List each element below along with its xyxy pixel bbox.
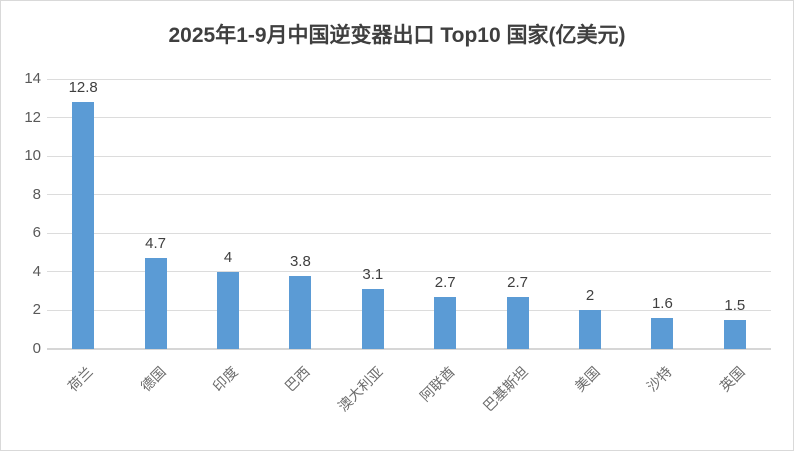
bar — [361, 289, 384, 349]
x-category-label: 沙特 — [644, 363, 676, 395]
chart-title: 2025年1-9月中国逆变器出口 Top10 国家(亿美元) — [168, 24, 626, 47]
bar — [289, 275, 312, 349]
bar — [651, 318, 674, 349]
x-category-label: 巴西 — [282, 363, 314, 395]
gridline — [47, 155, 771, 157]
bar — [434, 296, 457, 349]
bar-value-label: 12.8 — [68, 79, 98, 97]
y-tick-label: 0 — [32, 340, 41, 357]
bar-value-label: 1.6 — [651, 295, 673, 313]
x-category-label: 美国 — [571, 363, 603, 395]
gridline — [47, 271, 771, 273]
x-category-label: 印度 — [209, 363, 241, 395]
y-tick-label: 14 — [24, 70, 41, 87]
plot-area: 12.8 荷兰 4.7 德国 4 印度 3.8 巴西 3.1 澳大利亚 2.7 阿联酋 2.7 巴基斯坦 2… — [47, 78, 771, 414]
y-tick-label: 2 — [32, 301, 41, 319]
bar-value-label: 2 — [585, 287, 595, 305]
bar — [72, 102, 95, 349]
gridline — [47, 117, 771, 119]
y-tick-label: 4 — [32, 262, 41, 280]
gridline — [47, 232, 771, 234]
gridline — [47, 309, 771, 311]
bar-value-label: 3.8 — [289, 252, 311, 270]
gridline — [47, 78, 771, 80]
x-axis-line — [47, 348, 771, 350]
bar — [579, 310, 601, 349]
x-category-label: 巴基斯坦 — [479, 363, 531, 415]
y-tick-label: 8 — [32, 185, 41, 203]
bar-value-label: 2.7 — [434, 273, 456, 291]
bar-value-label: 4.7 — [145, 235, 167, 253]
x-category-label: 英国 — [716, 363, 748, 395]
x-category-label: 澳大利亚 — [334, 363, 386, 415]
bar-value-label: 1.5 — [724, 297, 746, 315]
y-tick-label: 6 — [32, 224, 41, 242]
y-tick-label: 10 — [24, 147, 41, 165]
bar — [506, 296, 529, 349]
bar-value-label: 4 — [223, 248, 233, 266]
bar-value-label: 3.1 — [362, 266, 384, 284]
bar — [217, 271, 239, 349]
x-category-label: 德国 — [137, 363, 169, 395]
bar-value-label: 2.7 — [507, 273, 529, 291]
x-category-label: 阿联酋 — [416, 363, 458, 405]
bar — [723, 320, 746, 349]
y-tick-label: 12 — [24, 108, 41, 126]
x-category-label: 荷兰 — [64, 363, 96, 395]
bar — [144, 258, 167, 349]
gridline — [47, 194, 771, 196]
